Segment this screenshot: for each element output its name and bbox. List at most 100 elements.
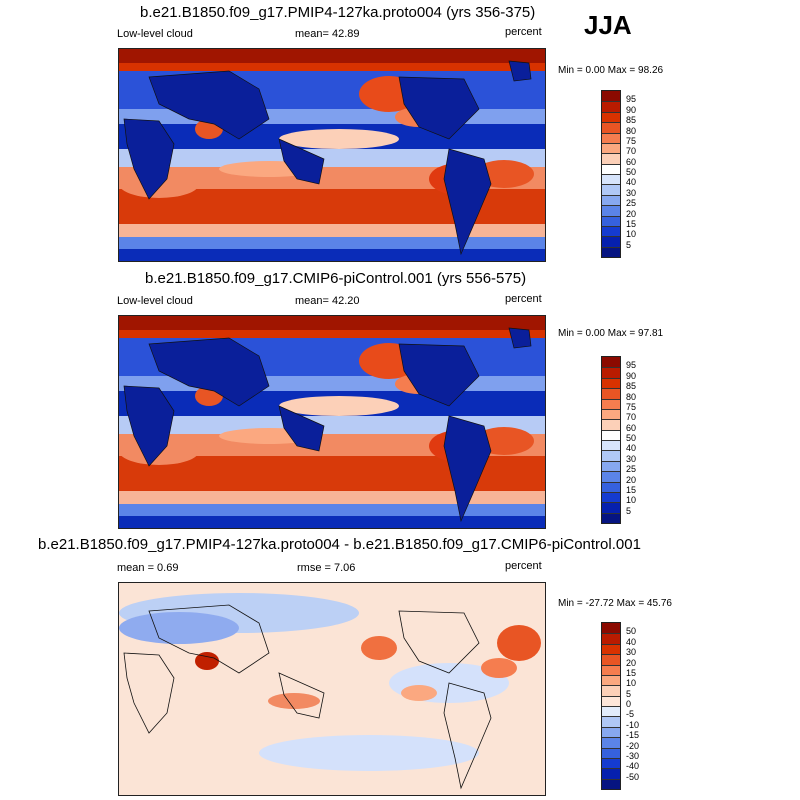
panel-3-map <box>118 582 546 796</box>
colorbar-label: 90 <box>626 104 637 115</box>
colorbar-segment <box>602 377 620 389</box>
colorbar-segment <box>602 111 620 123</box>
colorbar-label: 70 <box>626 412 637 423</box>
colorbar-label: 85 <box>626 381 637 392</box>
colorbar-label: 20 <box>626 657 637 668</box>
colorbar-label: 20 <box>626 208 637 219</box>
colorbar-segment <box>602 654 620 665</box>
colorbar-label: -15 <box>626 730 640 741</box>
panel-2-units-label: percent <box>505 293 542 305</box>
panel-2-variable-label: Low-level cloud <box>117 295 193 307</box>
colorbar-segment <box>602 716 620 727</box>
colorbar-segment <box>602 440 620 451</box>
colorbar-label: 5 <box>626 505 632 516</box>
colorbar-segment <box>602 163 620 174</box>
colorbar-label: 0 <box>626 699 632 709</box>
colorbar-label: 5 <box>626 239 632 250</box>
colorbar-label: 40 <box>626 636 637 647</box>
panel-1-variable-label: Low-level cloud <box>117 28 193 40</box>
colorbar-segment <box>602 357 620 368</box>
colorbar-segment <box>602 419 620 430</box>
panel-2-map <box>118 315 546 529</box>
colorbar-segment <box>602 491 620 503</box>
colorbar-segment <box>602 225 620 237</box>
colorbar-segment <box>602 623 620 634</box>
panel-3-rmse-label: rmse = 7.06 <box>297 562 356 574</box>
colorbar-segment <box>602 184 620 195</box>
colorbar-segment <box>602 388 620 399</box>
colorbar-label: 30 <box>626 187 637 198</box>
colorbar-label: 95 <box>626 360 637 371</box>
panel-3-colorbar <box>601 622 621 790</box>
panel-1-colorbar <box>601 90 621 258</box>
colorbar-segment <box>602 215 620 226</box>
colorbar-label: 40 <box>626 177 637 188</box>
colorbar-segment <box>602 460 620 472</box>
panel-1-title: b.e21.B1850.f09_g17.PMIP4-127ka.proto004… <box>140 4 536 21</box>
colorbar-segment <box>602 502 620 513</box>
colorbar-label: 30 <box>626 453 637 464</box>
colorbar-label: 15 <box>626 218 637 229</box>
colorbar-label: 25 <box>626 464 637 475</box>
colorbar-label: 50 <box>626 626 637 637</box>
panel-1-units-label: percent <box>505 26 542 38</box>
colorbar-segment <box>602 674 620 686</box>
difference-field-map <box>119 583 545 795</box>
colorbar-segment <box>602 367 620 378</box>
cloud-field-map <box>119 316 545 528</box>
colorbar-label: 10 <box>626 229 637 240</box>
colorbar-segment <box>602 101 620 112</box>
colorbar-segment <box>602 132 620 143</box>
colorbar-segment <box>602 398 620 409</box>
colorbar-label: -20 <box>626 740 640 751</box>
colorbar-segment <box>602 91 620 102</box>
colorbar-segment <box>602 737 620 748</box>
colorbar-segment <box>602 122 620 133</box>
panel-3-units-label: percent <box>505 560 542 572</box>
colorbar-label: 10 <box>626 678 637 689</box>
colorbar-segment <box>602 747 620 758</box>
colorbar-segment <box>602 142 620 154</box>
colorbar-label: -5 <box>626 709 635 720</box>
panel-3-title: b.e21.B1850.f09_g17.PMIP4-127ka.proto004… <box>38 536 641 553</box>
panel-1-mean-label: mean= 42.89 <box>295 28 360 40</box>
colorbar-label: 15 <box>626 484 637 495</box>
colorbar-label: 50 <box>626 433 637 443</box>
colorbar-label: 75 <box>626 135 637 146</box>
colorbar-segment <box>602 768 620 779</box>
colorbar-label: 90 <box>626 370 637 381</box>
colorbar-label: 75 <box>626 401 637 412</box>
colorbar-segment <box>602 778 620 789</box>
colorbar-segment <box>602 236 620 247</box>
colorbar-segment <box>602 174 620 185</box>
colorbar-segment <box>602 685 620 696</box>
colorbar-segment <box>602 450 620 461</box>
colorbar-label: 40 <box>626 443 637 454</box>
colorbar-segment <box>602 664 620 675</box>
colorbar-segment <box>602 429 620 440</box>
panel-2-title: b.e21.B1850.f09_g17.CMIP6-piControl.001 … <box>145 270 527 287</box>
colorbar-segment <box>602 205 620 216</box>
colorbar-segment <box>602 757 620 769</box>
panel-2-mean-label: mean= 42.20 <box>295 295 360 307</box>
colorbar-label: 30 <box>626 647 637 658</box>
panel-3-minmax: Min = -27.72 Max = 45.76 <box>558 598 672 609</box>
colorbar-segment <box>602 643 620 655</box>
colorbar-segment <box>602 726 620 738</box>
panel-1-minmax: Min = 0.00 Max = 98.26 <box>558 65 664 76</box>
colorbar-label: -30 <box>626 750 640 761</box>
colorbar-segment <box>602 512 620 523</box>
colorbar-label: 10 <box>626 495 637 506</box>
colorbar-segment <box>602 481 620 492</box>
cloud-field-map <box>119 49 545 261</box>
colorbar-segment <box>602 706 620 717</box>
panel-3-mean-label: mean = 0.69 <box>117 562 179 574</box>
colorbar-label: -10 <box>626 719 640 730</box>
colorbar-label: 50 <box>626 167 637 177</box>
colorbar-label: 80 <box>626 125 637 136</box>
colorbar-label: -40 <box>626 761 640 772</box>
colorbar-label: 15 <box>626 667 637 678</box>
colorbar-label: 20 <box>626 474 637 485</box>
colorbar-segment <box>602 695 620 706</box>
colorbar-label: 70 <box>626 146 637 157</box>
